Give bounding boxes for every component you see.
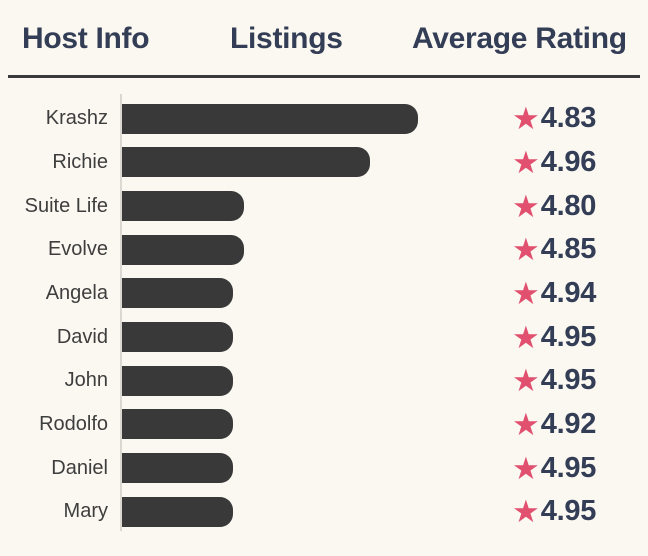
host-row: Daniel ★ 4.95	[0, 446, 648, 490]
bar-area	[122, 365, 512, 396]
star-icon: ★	[512, 494, 540, 530]
host-label: Evolve	[47, 238, 108, 261]
rating-value: ★ 4.94	[512, 277, 648, 310]
star-icon: ★	[512, 363, 540, 399]
host-row: David ★ 4.95	[0, 315, 648, 359]
host-row: Krashz ★ 4.83	[0, 97, 648, 141]
host-label: Daniel	[51, 456, 108, 479]
host-label: Suite Life	[24, 194, 108, 217]
rating-number: 4.95	[540, 364, 597, 397]
rating-value: ★ 4.95	[512, 321, 648, 354]
chart-rows: Krashz ★ 4.83 Richie ★ 4.96 Suite Life	[0, 97, 648, 534]
column-header-average-rating: Average Rating	[412, 22, 627, 55]
bar-area	[122, 322, 512, 353]
star-icon: ★	[512, 188, 540, 224]
rating-number: 4.83	[540, 102, 597, 135]
column-header-listings: Listings	[230, 22, 343, 55]
listings-bar	[122, 496, 233, 527]
rating-value: ★ 4.83	[512, 102, 648, 135]
host-label: Krashz	[45, 107, 108, 130]
listings-bar	[122, 409, 233, 440]
rating-value: ★ 4.80	[512, 190, 648, 223]
rating-value: ★ 4.96	[512, 146, 648, 179]
host-label: David	[56, 325, 108, 348]
host-row: Evolve ★ 4.85	[0, 228, 648, 272]
star-icon: ★	[512, 319, 540, 355]
bar-area	[122, 453, 512, 484]
star-icon: ★	[512, 275, 540, 311]
listings-bar	[122, 103, 418, 134]
rating-value: ★ 4.95	[512, 364, 648, 397]
star-icon: ★	[512, 450, 540, 486]
host-row: Rodolfo ★ 4.92	[0, 403, 648, 447]
listings-bar	[122, 322, 233, 353]
listings-bar	[122, 453, 233, 484]
bar-area	[122, 147, 512, 178]
host-label: Rodolfo	[39, 412, 108, 435]
bar-area	[122, 234, 512, 265]
bar-area	[122, 191, 512, 222]
host-row: Mary ★ 4.95	[0, 490, 648, 534]
rating-value: ★ 4.85	[512, 233, 648, 266]
rating-value: ★ 4.95	[512, 452, 648, 485]
host-label: Mary	[63, 500, 108, 523]
listings-bar	[122, 234, 245, 265]
host-row: Richie ★ 4.96	[0, 141, 648, 185]
listings-bar	[122, 191, 245, 222]
rating-value: ★ 4.92	[512, 408, 648, 441]
rating-number: 4.95	[540, 451, 597, 484]
bar-area	[122, 278, 512, 309]
host-label: Richie	[52, 150, 108, 173]
host-row: Suite Life ★ 4.80	[0, 184, 648, 228]
star-icon: ★	[512, 144, 540, 180]
rating-number: 4.85	[540, 233, 597, 266]
host-label: Angela	[45, 281, 108, 304]
header-divider	[8, 75, 640, 78]
rating-number: 4.80	[540, 189, 597, 222]
bar-area	[122, 103, 512, 134]
rating-number: 4.95	[540, 495, 597, 528]
rating-number: 4.95	[540, 320, 597, 353]
bar-area	[122, 409, 512, 440]
host-row: Angela ★ 4.94	[0, 272, 648, 316]
chart-axis-line	[120, 94, 122, 531]
rating-number: 4.92	[540, 407, 597, 440]
star-icon: ★	[512, 232, 540, 268]
bar-area	[122, 496, 512, 527]
rating-number: 4.96	[540, 145, 597, 178]
rating-number: 4.94	[540, 276, 597, 309]
rating-value: ★ 4.95	[512, 495, 648, 528]
column-header-host-info: Host Info	[22, 22, 150, 55]
listings-bar	[122, 278, 233, 309]
listings-bar	[122, 147, 370, 178]
host-label: John	[64, 369, 108, 392]
host-row: John ★ 4.95	[0, 359, 648, 403]
listings-bar	[122, 365, 233, 396]
star-icon: ★	[512, 406, 540, 442]
star-icon: ★	[512, 101, 540, 137]
